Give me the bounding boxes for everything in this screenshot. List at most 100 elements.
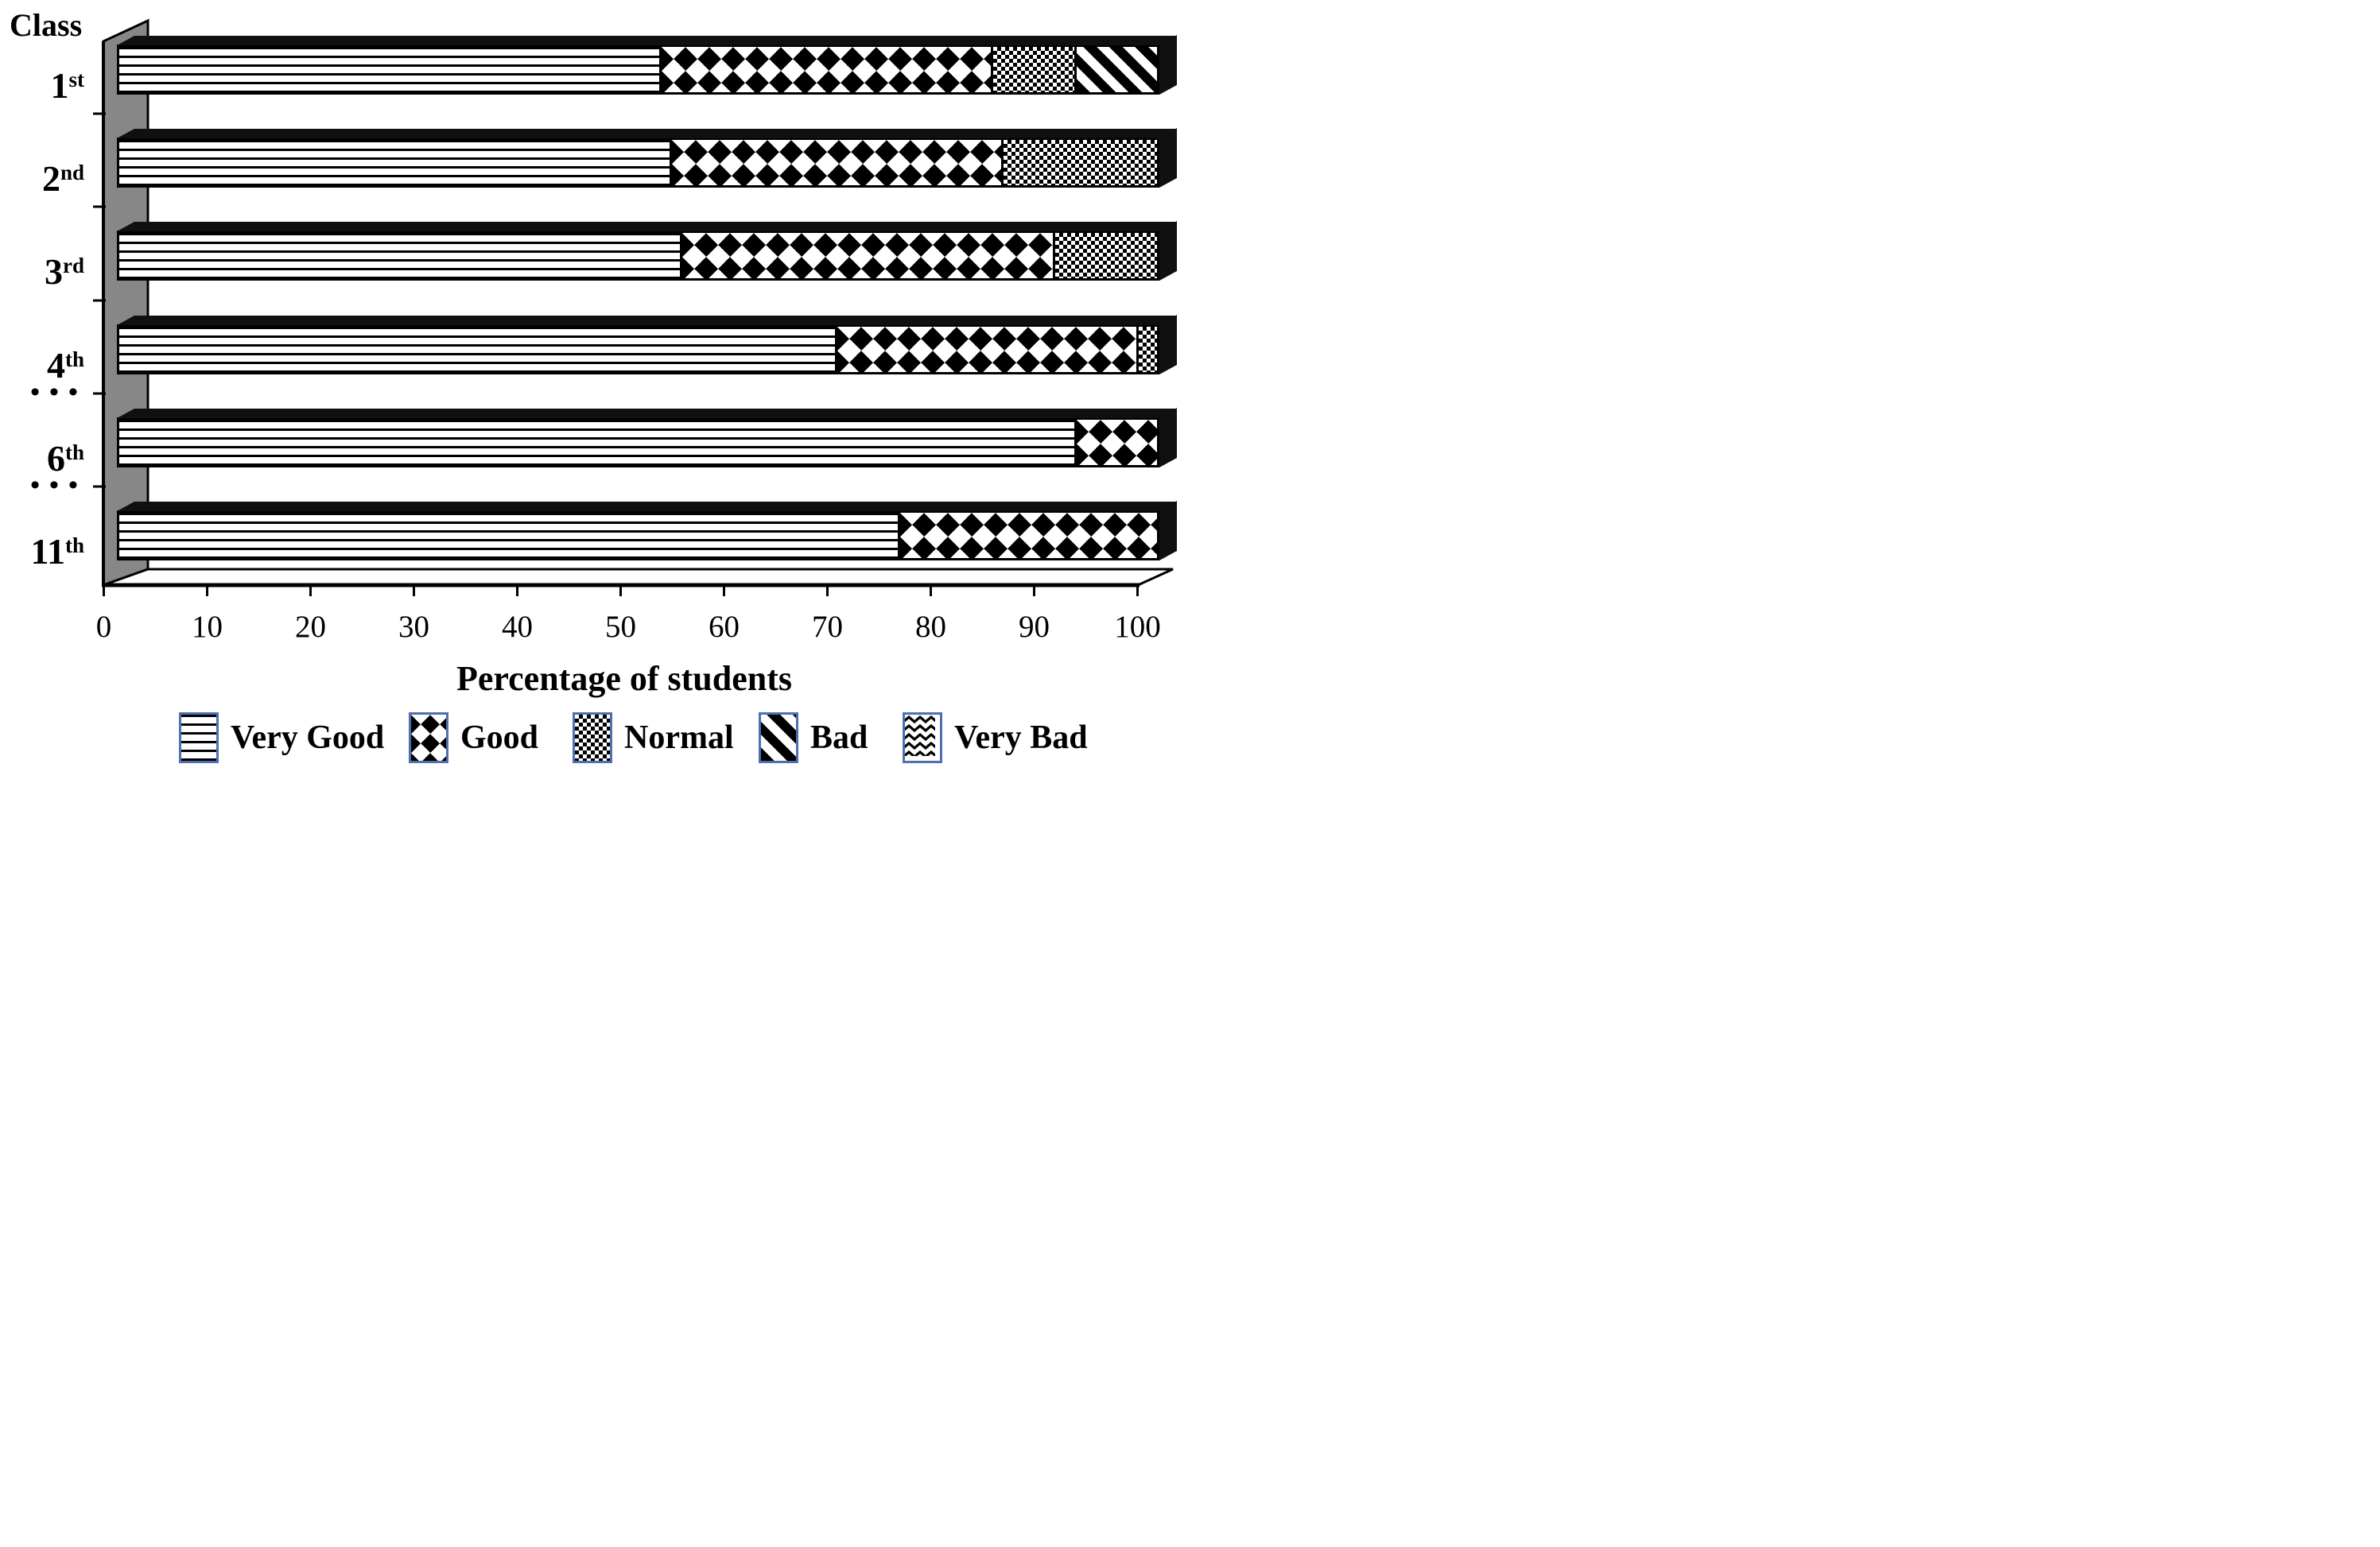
segment-very-good (119, 47, 659, 92)
bar-end-cap (1159, 315, 1177, 374)
y-category-label-2nd: 2nd (0, 152, 84, 200)
x-tick-0 (103, 585, 105, 596)
legend-label-very-bad: Very Bad (954, 719, 1088, 756)
segment-good (669, 140, 1002, 185)
x-tick-label-80: 80 (915, 610, 946, 644)
stacked-bar-chart: Class Percentage of students 1st 2nd 3rd 4t… (0, 0, 1190, 774)
segment-good (679, 233, 1054, 278)
category-text: 11 (30, 531, 65, 572)
bar-face-3rd (119, 233, 1157, 278)
category-gap-dots-1: ••• (30, 378, 87, 407)
bar-face-4th (119, 327, 1157, 372)
x-tick-label-0: 0 (95, 610, 112, 644)
category-text: 3 (45, 251, 63, 292)
bar-top-face (117, 36, 1178, 45)
floor (103, 568, 1174, 587)
x-axis-title: Percentage of students (456, 659, 792, 698)
segment-very-good (119, 327, 836, 372)
y-category-label-6th: 6th (0, 432, 84, 479)
x-tick-label-70: 70 (812, 610, 843, 644)
segment-good (897, 513, 1157, 558)
bar-6th (117, 408, 1178, 467)
bad-swatch-icon (759, 712, 798, 763)
x-tick-label-10: 10 (192, 610, 223, 644)
legend-item-normal: Normal (573, 712, 734, 763)
bar-face-11th (119, 513, 1157, 558)
bar-top-face (117, 129, 1178, 138)
bar-top-face (117, 316, 1178, 325)
category-ordinal-suffix: nd (60, 161, 84, 184)
segment-very-good (119, 420, 1074, 465)
x-tick-10 (206, 585, 208, 596)
y-category-label-1st: 1st (0, 59, 85, 107)
bar-11th (117, 501, 1178, 560)
legend-label-good: Good (460, 719, 539, 756)
segment-good (835, 327, 1136, 372)
y-axis-title: Class (10, 7, 83, 43)
bar-end-cap (1159, 35, 1177, 95)
category-text: 6 (46, 438, 65, 479)
bar-2nd (117, 128, 1178, 188)
x-tick-label-90: 90 (1019, 610, 1050, 644)
segment-very-good (119, 233, 680, 278)
x-tick-label-20: 20 (295, 610, 326, 644)
segment-good (658, 47, 992, 92)
bar-face-1st (119, 47, 1157, 92)
segment-good (1074, 420, 1157, 465)
segment-normal (1053, 233, 1157, 278)
segment-normal (1001, 140, 1157, 185)
x-tick-20 (309, 585, 312, 596)
bar-1st (117, 35, 1178, 95)
back-wall (102, 18, 149, 587)
x-tick-30 (413, 585, 415, 596)
x-tick-40 (516, 585, 518, 596)
legend-item-very-bad: Very Bad (903, 712, 1088, 763)
category-text: 2 (41, 158, 60, 199)
category-ordinal-suffix: th (64, 347, 84, 371)
category-text: 4 (46, 345, 65, 386)
zigzag-pattern (905, 715, 935, 756)
very-good-swatch-icon (179, 712, 219, 763)
segment-bad (1074, 47, 1157, 92)
category-ordinal-suffix: rd (63, 254, 84, 277)
bar-top-face (117, 502, 1178, 511)
bar-end-cap (1159, 501, 1177, 560)
legend-label-very-good: Very Good (231, 719, 385, 756)
x-tick-label-50: 50 (605, 610, 636, 644)
x-tick-80 (930, 585, 932, 596)
category-text: 1 (50, 65, 69, 106)
category-ordinal-suffix: st (68, 68, 85, 91)
y-category-label-4th: 4th (0, 339, 84, 386)
y-axis-ticks (93, 112, 106, 488)
x-tick-label-40: 40 (502, 610, 533, 644)
segment-normal (991, 47, 1074, 92)
x-tick-50 (619, 585, 622, 596)
bar-end-cap (1159, 221, 1177, 281)
x-tick-100 (1136, 585, 1139, 596)
bar-end-cap (1159, 128, 1177, 188)
category-ordinal-suffix: th (64, 440, 84, 464)
legend-item-very-good: Very Good (179, 712, 384, 763)
bar-3rd (117, 221, 1178, 281)
legend-label-normal: Normal (624, 719, 734, 756)
segment-very-good (119, 140, 670, 185)
y-category-label-3rd: 3rd (0, 245, 84, 293)
x-tick-label-60: 60 (709, 610, 740, 644)
bar-top-face (117, 409, 1178, 418)
segment-normal (1136, 327, 1157, 372)
legend-item-bad: Bad (759, 712, 868, 763)
legend-item-good: Good (409, 712, 538, 763)
x-tick-90 (1033, 585, 1035, 596)
good-swatch-icon (409, 712, 448, 763)
segment-very-good (119, 513, 898, 558)
category-gap-dots-2: ••• (30, 471, 87, 500)
bar-4th (117, 315, 1178, 374)
x-tick-70 (826, 585, 829, 596)
x-tick-label-100: 100 (1114, 610, 1161, 644)
x-tick-60 (723, 585, 725, 596)
bar-face-6th (119, 420, 1157, 465)
normal-swatch-icon (573, 712, 612, 763)
bar-top-face (117, 222, 1178, 231)
category-ordinal-suffix: th (64, 533, 84, 557)
x-tick-label-30: 30 (398, 610, 429, 644)
